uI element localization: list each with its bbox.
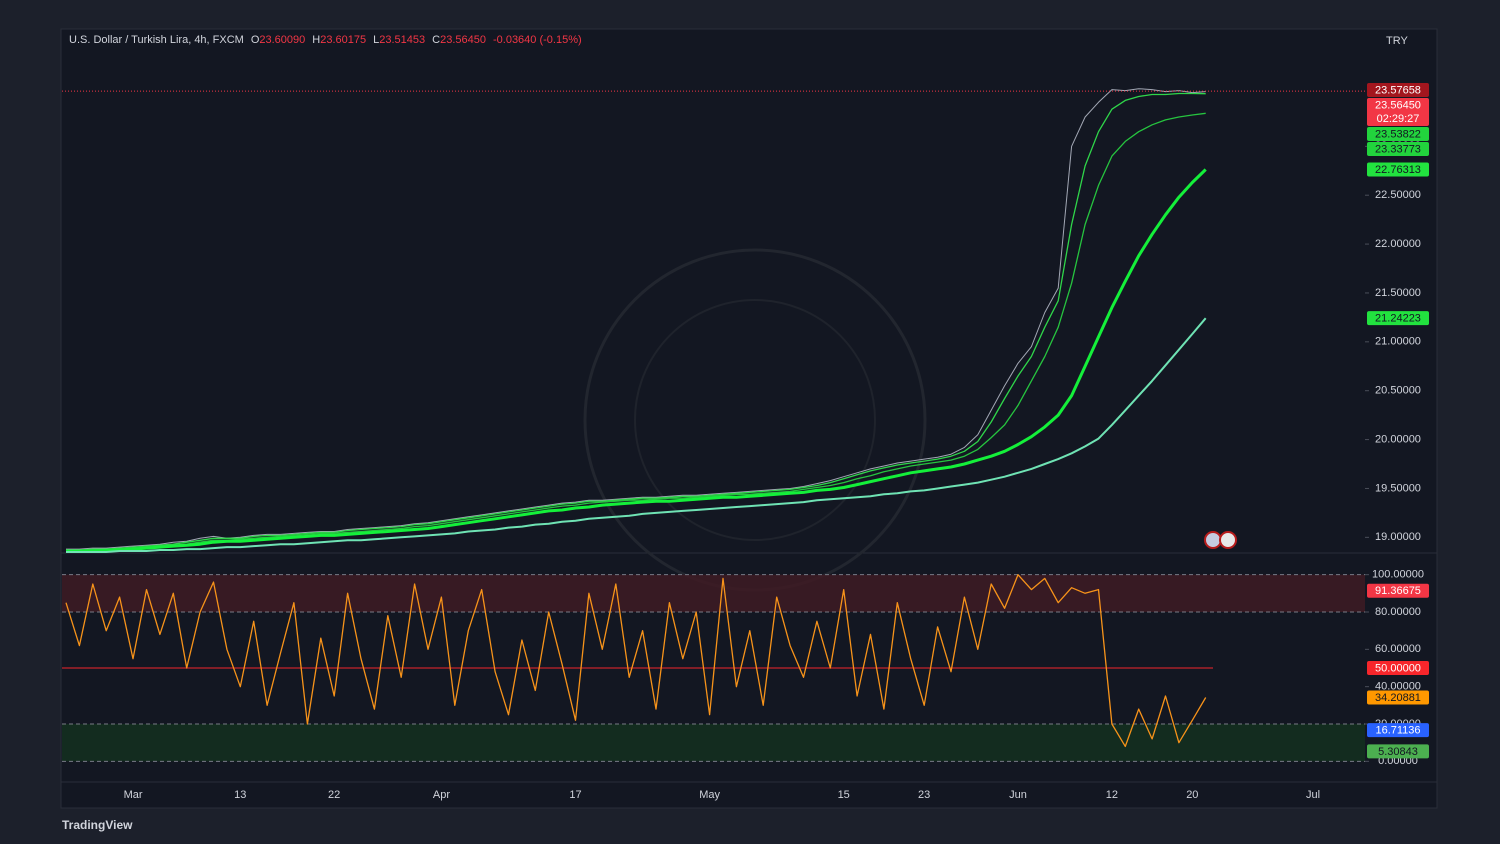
x-tick-label: 22 xyxy=(328,789,340,801)
x-tick-label: 13 xyxy=(234,789,246,801)
y-tick-label: 60.00000 xyxy=(1375,643,1421,655)
x-tick-label: May xyxy=(699,789,720,801)
zone-band xyxy=(62,574,1365,612)
y-tick-label: 80.00000 xyxy=(1375,606,1421,618)
x-tick-label: 15 xyxy=(838,789,850,801)
ohlc-value: 23.56450 xyxy=(440,34,486,46)
price-tag xyxy=(1367,744,1429,759)
x-tick-label: Mar xyxy=(124,789,143,801)
zone-band xyxy=(62,724,1365,762)
series-line xyxy=(66,168,1207,553)
y-tick-label: 40.00000 xyxy=(1375,681,1421,693)
price-tag xyxy=(1367,82,1429,97)
ohlc-value: 23.60090 xyxy=(259,34,306,46)
countdown: 02:29:27 xyxy=(1377,113,1420,125)
price-tag-label: 34.20881 xyxy=(1375,692,1421,704)
x-tick-label: Jun xyxy=(1009,789,1027,801)
currency-label: TRY xyxy=(1386,35,1408,47)
event-flag[interactable] xyxy=(1204,531,1222,549)
y-tick-label: 22.50000 xyxy=(1375,189,1421,201)
y-tick-label: 20.00000 xyxy=(1375,433,1421,445)
x-tick-label: 17 xyxy=(569,789,581,801)
y-tick-label: 21.50000 xyxy=(1375,287,1421,299)
watermark-ring xyxy=(634,299,876,541)
price-tag xyxy=(1367,126,1429,141)
price-change: -0.03640 (-0.15%) xyxy=(492,34,582,46)
symbol-title: U.S. Dollar / Turkish Lira, 4h, FXCM xyxy=(69,34,244,46)
price-tag-label: 23.33773 xyxy=(1375,143,1421,155)
price-tag xyxy=(1367,141,1429,156)
y-tick-label: 19.50000 xyxy=(1375,482,1421,494)
x-tick-label: 12 xyxy=(1106,789,1118,801)
x-tick-label: 20 xyxy=(1186,789,1198,801)
series-line xyxy=(66,112,1206,552)
price-tag xyxy=(1367,723,1429,738)
price-tag-label: 23.53822 xyxy=(1375,128,1421,140)
price-tag xyxy=(1367,690,1429,705)
series-line xyxy=(66,317,1207,553)
chart-panel xyxy=(60,28,1438,809)
price-tag xyxy=(1367,583,1429,598)
y-tick-label: 20.50000 xyxy=(1375,385,1421,397)
price-tag-label: 50.00000 xyxy=(1375,662,1421,674)
price-tag-label: 16.71136 xyxy=(1375,725,1420,737)
y-tick-label: 22.00000 xyxy=(1375,238,1421,250)
series-line xyxy=(65,574,1207,748)
price-tag-label: 5.30843 xyxy=(1378,746,1418,758)
price-tag xyxy=(1367,97,1429,126)
x-tick-label: Apr xyxy=(433,789,450,801)
ohlc-key: C xyxy=(432,34,441,46)
x-tick-label: 23 xyxy=(918,789,930,801)
y-tick-label: 19.00000 xyxy=(1375,531,1421,543)
event-flag[interactable] xyxy=(1219,531,1237,549)
y-tick-label: 100.00000 xyxy=(1372,569,1424,581)
price-tag xyxy=(1367,661,1429,675)
ohlc-key: H xyxy=(312,34,321,46)
y-tick-label: 21.00000 xyxy=(1375,336,1421,348)
series-line xyxy=(66,88,1206,550)
price-tag-label: 21.24223 xyxy=(1375,313,1421,325)
ohlc-value: 23.51453 xyxy=(379,34,426,46)
brand-logo[interactable]: TradingView xyxy=(62,818,133,832)
price-tag xyxy=(1367,311,1429,326)
price-tag-label: 22.76313 xyxy=(1375,164,1421,176)
price-tag-label: 23.57658 xyxy=(1375,84,1421,96)
x-tick-label: Jul xyxy=(1306,789,1320,801)
price-tag-label: 23.56450 xyxy=(1375,99,1421,111)
ohlc-key: O xyxy=(250,34,260,46)
price-tag xyxy=(1367,162,1429,177)
ohlc-key: L xyxy=(373,34,380,46)
price-tag-label: 91.36675 xyxy=(1375,585,1421,597)
ohlc-value: 23.60175 xyxy=(320,34,367,46)
legend-header: U.S. Dollar / Turkish Lira, 4h, FXCM O23.… xyxy=(69,34,582,46)
series-line xyxy=(66,92,1206,551)
